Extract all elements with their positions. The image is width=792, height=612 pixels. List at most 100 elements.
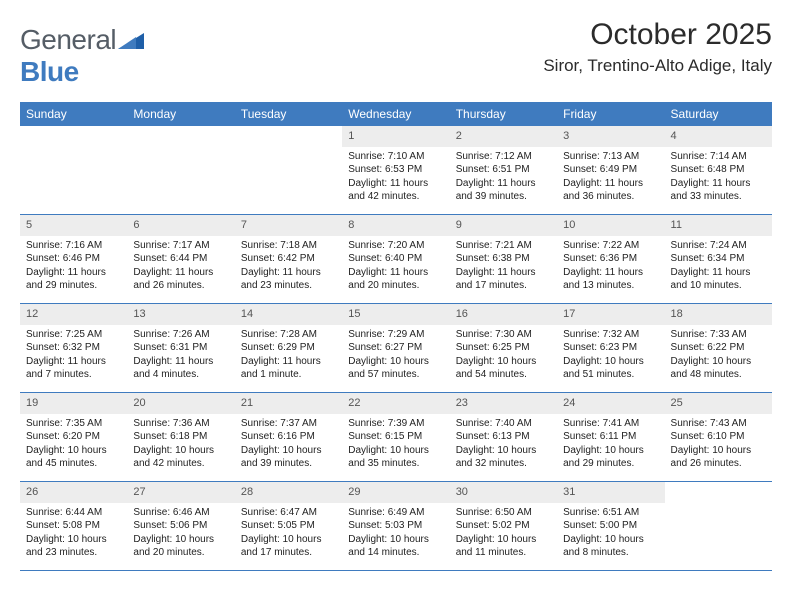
calendar-day-cell: 21 Sunrise: 7:37 AMSunset: 6:16 PMDayligh… — [235, 393, 342, 481]
day-number: 2 — [450, 126, 557, 147]
daylight-line: Daylight: 10 hours and 29 minutes. — [563, 444, 658, 471]
day-body: Sunrise: 6:47 AMSunset: 5:05 PMDaylight:… — [235, 503, 342, 564]
day-body: Sunrise: 7:25 AMSunset: 6:32 PMDaylight:… — [20, 325, 127, 386]
day-number: 31 — [557, 482, 664, 503]
sunrise-line: Sunrise: 7:24 AM — [671, 239, 766, 253]
daylight-line: Daylight: 10 hours and 20 minutes. — [133, 533, 228, 560]
calendar-day-cell: 11Sunrise: 7:24 AMSunset: 6:34 PMDayligh… — [665, 215, 772, 303]
day-number: 10 — [557, 215, 664, 236]
calendar-day-cell: 9Sunrise: 7:21 AMSunset: 6:38 PMDaylight… — [450, 215, 557, 303]
day-number: 15 — [342, 304, 449, 325]
day-body: Sunrise: 7:16 AMSunset: 6:46 PMDaylight:… — [20, 236, 127, 297]
sunrise-line: Sunrise: 7:37 AM — [241, 417, 336, 431]
dow-header-cell: Wednesday — [342, 102, 449, 126]
sunset-line: Sunset: 6:15 PM — [348, 430, 443, 444]
calendar-day-cell: 6Sunrise: 7:17 AMSunset: 6:44 PMDaylight… — [127, 215, 234, 303]
sunrise-line: Sunrise: 6:51 AM — [563, 506, 658, 520]
sunrise-line: Sunrise: 7:28 AM — [241, 328, 336, 342]
day-body: Sunrise: 6:46 AMSunset: 5:06 PMDaylight:… — [127, 503, 234, 564]
day-body: Sunrise: 6:49 AMSunset: 5:03 PMDaylight:… — [342, 503, 449, 564]
sunset-line: Sunset: 5:08 PM — [26, 519, 121, 533]
sunrise-line: Sunrise: 7:25 AM — [26, 328, 121, 342]
brand-mark-icon — [118, 24, 144, 56]
sunrise-line: Sunrise: 7:26 AM — [133, 328, 228, 342]
sunset-line: Sunset: 6:36 PM — [563, 252, 658, 266]
sunset-line: Sunset: 6:32 PM — [26, 341, 121, 355]
sunset-line: Sunset: 6:42 PM — [241, 252, 336, 266]
day-body: Sunrise: 7:22 AMSunset: 6:36 PMDaylight:… — [557, 236, 664, 297]
calendar-week-row: 26Sunrise: 6:44 AMSunset: 5:08 PMDayligh… — [20, 482, 772, 571]
calendar-day-cell: 12Sunrise: 7:25 AMSunset: 6:32 PMDayligh… — [20, 304, 127, 392]
day-body: Sunrise: 7:43 AMSunset: 6:10 PMDaylight:… — [665, 414, 772, 475]
brand-part2: Blue — [20, 56, 79, 87]
calendar-day-cell: 22Sunrise: 7:39 AMSunset: 6:15 PMDayligh… — [342, 393, 449, 481]
day-body: Sunrise: 7:41 AMSunset: 6:11 PMDaylight:… — [557, 414, 664, 475]
sunrise-line: Sunrise: 6:47 AM — [241, 506, 336, 520]
day-body: Sunrise: 7:32 AMSunset: 6:23 PMDaylight:… — [557, 325, 664, 386]
sunrise-line: Sunrise: 7:10 AM — [348, 150, 443, 164]
daylight-line: Daylight: 11 hours and 1 minute. — [241, 355, 336, 382]
calendar-body: 1Sunrise: 7:10 AMSunset: 6:53 PMDaylight… — [20, 126, 772, 571]
calendar-day-cell: 31Sunrise: 6:51 AMSunset: 5:00 PMDayligh… — [557, 482, 664, 570]
sunset-line: Sunset: 6:13 PM — [456, 430, 551, 444]
sunrise-line: Sunrise: 7:17 AM — [133, 239, 228, 253]
day-number: 4 — [665, 126, 772, 147]
day-body: Sunrise: 7:39 AMSunset: 6:15 PMDaylight:… — [342, 414, 449, 475]
day-number: 21 — [235, 393, 342, 414]
sunrise-line: Sunrise: 7:22 AM — [563, 239, 658, 253]
calendar-week-row: 12Sunrise: 7:25 AMSunset: 6:32 PMDayligh… — [20, 304, 772, 393]
day-number: 23 — [450, 393, 557, 414]
day-body: Sunrise: 7:28 AMSunset: 6:29 PMDaylight:… — [235, 325, 342, 386]
sunset-line: Sunset: 6:11 PM — [563, 430, 658, 444]
day-body: Sunrise: 7:30 AMSunset: 6:25 PMDaylight:… — [450, 325, 557, 386]
calendar-day-cell: 19Sunrise: 7:35 AMSunset: 6:20 PMDayligh… — [20, 393, 127, 481]
dow-header-row: SundayMondayTuesdayWednesdayThursdayFrid… — [20, 102, 772, 126]
day-number: 18 — [665, 304, 772, 325]
day-body: Sunrise: 6:51 AMSunset: 5:00 PMDaylight:… — [557, 503, 664, 564]
day-number: 25 — [665, 393, 772, 414]
daylight-line: Daylight: 11 hours and 13 minutes. — [563, 266, 658, 293]
day-number: 27 — [127, 482, 234, 503]
day-body: Sunrise: 7:12 AMSunset: 6:51 PMDaylight:… — [450, 147, 557, 208]
day-body: Sunrise: 6:44 AMSunset: 5:08 PMDaylight:… — [20, 503, 127, 564]
sunset-line: Sunset: 6:46 PM — [26, 252, 121, 266]
day-body: Sunrise: 7:20 AMSunset: 6:40 PMDaylight:… — [342, 236, 449, 297]
daylight-line: Daylight: 11 hours and 42 minutes. — [348, 177, 443, 204]
day-body: Sunrise: 7:10 AMSunset: 6:53 PMDaylight:… — [342, 147, 449, 208]
sunset-line: Sunset: 6:51 PM — [456, 163, 551, 177]
sunrise-line: Sunrise: 7:39 AM — [348, 417, 443, 431]
sunrise-line: Sunrise: 7:32 AM — [563, 328, 658, 342]
calendar-day-cell — [235, 126, 342, 214]
dow-header-cell: Thursday — [450, 102, 557, 126]
day-body: Sunrise: 7:21 AMSunset: 6:38 PMDaylight:… — [450, 236, 557, 297]
daylight-line: Daylight: 11 hours and 20 minutes. — [348, 266, 443, 293]
daylight-line: Daylight: 11 hours and 17 minutes. — [456, 266, 551, 293]
day-number: 8 — [342, 215, 449, 236]
calendar-day-cell: 13Sunrise: 7:26 AMSunset: 6:31 PMDayligh… — [127, 304, 234, 392]
day-number: 11 — [665, 215, 772, 236]
sunrise-line: Sunrise: 6:49 AM — [348, 506, 443, 520]
page-title: October 2025 — [543, 18, 772, 52]
day-body: Sunrise: 7:33 AMSunset: 6:22 PMDaylight:… — [665, 325, 772, 386]
daylight-line: Daylight: 10 hours and 32 minutes. — [456, 444, 551, 471]
sunset-line: Sunset: 6:16 PM — [241, 430, 336, 444]
daylight-line: Daylight: 10 hours and 39 minutes. — [241, 444, 336, 471]
sunrise-line: Sunrise: 7:12 AM — [456, 150, 551, 164]
location-subtitle: Siror, Trentino-Alto Adige, Italy — [543, 56, 772, 76]
sunset-line: Sunset: 6:27 PM — [348, 341, 443, 355]
sunset-line: Sunset: 5:02 PM — [456, 519, 551, 533]
sunset-line: Sunset: 6:38 PM — [456, 252, 551, 266]
sunrise-line: Sunrise: 7:40 AM — [456, 417, 551, 431]
sunrise-line: Sunrise: 7:16 AM — [26, 239, 121, 253]
daylight-line: Daylight: 11 hours and 26 minutes. — [133, 266, 228, 293]
calendar-day-cell: 2Sunrise: 7:12 AMSunset: 6:51 PMDaylight… — [450, 126, 557, 214]
day-number: 3 — [557, 126, 664, 147]
day-body: Sunrise: 7:18 AMSunset: 6:42 PMDaylight:… — [235, 236, 342, 297]
daylight-line: Daylight: 10 hours and 11 minutes. — [456, 533, 551, 560]
sunset-line: Sunset: 6:22 PM — [671, 341, 766, 355]
calendar-week-row: 19Sunrise: 7:35 AMSunset: 6:20 PMDayligh… — [20, 393, 772, 482]
brand-text: GeneralBlue — [20, 24, 144, 88]
calendar-day-cell: 4Sunrise: 7:14 AMSunset: 6:48 PMDaylight… — [665, 126, 772, 214]
calendar-day-cell — [127, 126, 234, 214]
calendar-day-cell: 1Sunrise: 7:10 AMSunset: 6:53 PMDaylight… — [342, 126, 449, 214]
